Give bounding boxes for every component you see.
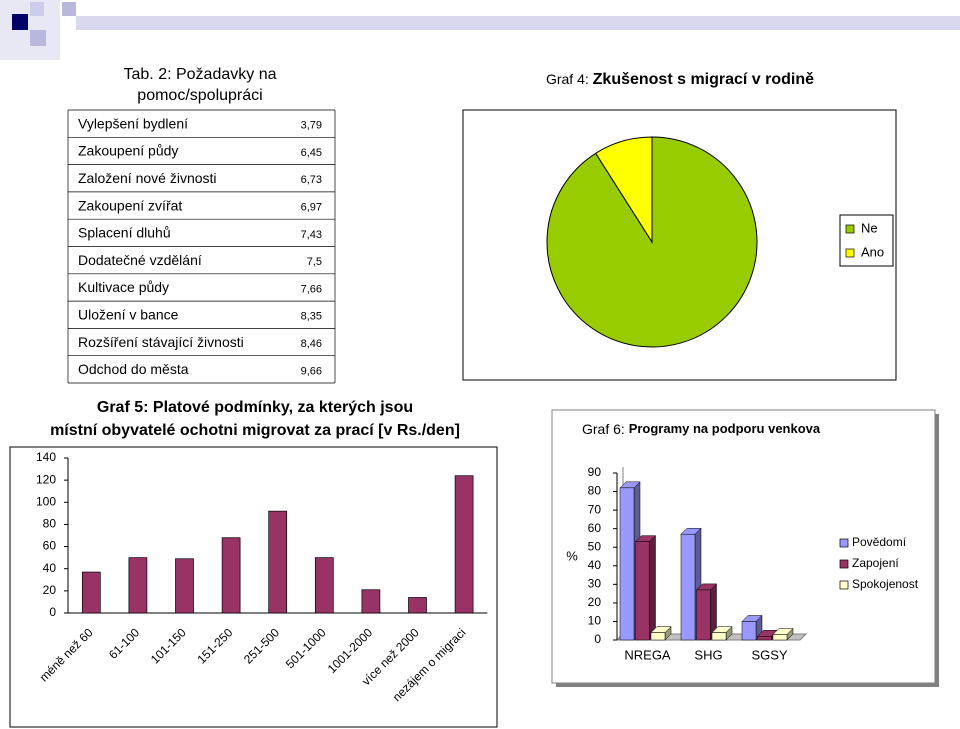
bar: [650, 632, 666, 641]
bar: [635, 541, 650, 641]
y-tick-label: 10: [588, 614, 602, 628]
bar-chart: Graf 5: Platové podmínky, za kterých jso…: [9, 399, 498, 728]
chart-title: Graf 5: Platové podmínky, za kterých jso…: [50, 399, 460, 439]
row-value: 6,73: [301, 174, 322, 186]
y-tick-label: 20: [588, 595, 602, 609]
legend-label: Spokojenost: [852, 577, 919, 591]
y-tick-label: 60: [588, 521, 602, 535]
bar: [128, 557, 148, 614]
deco-stripe: [76, 16, 960, 30]
legend-swatch: [839, 580, 849, 590]
chart-title: Graf 4: Zkušenost s migrací v rodině: [546, 71, 814, 89]
row-label: Uložení v bance: [78, 306, 179, 322]
pie-chart: Graf 4: Zkušenost s migrací v rodině Ne An…: [462, 71, 897, 381]
row-value: 6,45: [301, 147, 322, 159]
y-tick-label: 50: [588, 539, 602, 553]
pie-slice: [595, 136, 653, 244]
legend-swatch: [845, 224, 855, 234]
legend-label: Povědomí: [852, 535, 907, 549]
row-value: 8,46: [301, 338, 322, 350]
row-label: Dodatečné vzdělání: [78, 252, 202, 268]
x-tick-label: 251-500: [241, 625, 282, 666]
y-tick-label: 80: [43, 517, 57, 531]
legend-label: Ano: [861, 244, 884, 259]
y-tick-label: 90: [588, 465, 602, 479]
row-label: Rozšíření stávající živnosti: [78, 334, 244, 350]
deco-square: [30, 30, 46, 46]
row-value: 7,43: [301, 229, 322, 241]
bar: [221, 537, 241, 614]
x-tick-label: 501-1000: [283, 625, 329, 671]
x-tick-label: SHG: [694, 647, 722, 662]
deco-square: [62, 2, 76, 16]
row-label: Kultivace půdy: [78, 279, 169, 295]
y-tick-label: 80: [588, 484, 602, 498]
legend-label: Zapojení: [852, 556, 899, 570]
deco-square: [30, 2, 44, 16]
bar-side: [649, 535, 656, 641]
table: Tab. 2: Požadavky na pomoc/spolupráci Vyle…: [67, 66, 336, 384]
y-tick-label: 70: [588, 502, 602, 516]
row-value: 8,35: [301, 311, 322, 323]
y-tick-label: 0: [49, 605, 56, 619]
decoration: [0, 0, 960, 60]
bar: [361, 589, 381, 614]
table-title: Tab. 2: Požadavky na pomoc/spolupráci: [124, 66, 277, 104]
legend-label: Ne: [861, 220, 878, 235]
y-tick-label: 40: [588, 558, 602, 572]
row-value: 3,79: [301, 120, 322, 132]
y-tick-label: 100: [36, 494, 56, 508]
bar: [772, 634, 788, 641]
row-label: Splacení dluhů: [78, 225, 171, 241]
x-tick-label: 101-150: [148, 625, 189, 666]
bar: [680, 533, 696, 641]
row-label: Zakoupení půdy: [78, 143, 178, 159]
row-value: 7,5: [307, 256, 322, 268]
chart-title: Graf 6: Programy na podporu venkova: [582, 421, 821, 437]
legend-swatch: [839, 538, 849, 548]
x-tick-label: 151-250: [194, 625, 235, 666]
x-tick-label: NREGA: [624, 647, 671, 662]
y-tick-label: 20: [43, 583, 57, 597]
legend-swatch: [845, 248, 855, 258]
y-tick-label: 140: [36, 450, 56, 464]
y-tick-label: 60: [43, 539, 57, 553]
bar: [454, 475, 474, 614]
bar3d-chart: Graf 6: Programy na podporu venkova% 0 10 2…: [551, 409, 939, 687]
bar: [619, 487, 635, 641]
y-axis-label: %: [566, 548, 578, 563]
bar: [741, 621, 757, 641]
deco-square: [12, 14, 28, 30]
y-tick-label: 40: [43, 561, 57, 575]
row-label: Zakoupení zvířat: [78, 197, 182, 213]
row-label: Vylepšení bydlení: [78, 115, 188, 131]
x-tick-label: méně než 60: [37, 625, 96, 684]
bar: [696, 589, 711, 641]
row-value: 6,97: [301, 201, 322, 213]
bar: [268, 510, 288, 614]
bar: [81, 571, 101, 614]
bar: [175, 558, 194, 614]
y-tick-label: 30: [588, 577, 602, 591]
row-value: 9,66: [301, 365, 322, 377]
x-tick-label: 61-100: [106, 625, 143, 662]
plot-frame: [9, 446, 498, 728]
bar: [408, 597, 427, 614]
y-tick-label: 0: [594, 632, 601, 646]
legend-box: [839, 214, 894, 267]
y-tick-label: 120: [36, 472, 56, 486]
row-value: 7,66: [301, 283, 322, 295]
legend-swatch: [839, 559, 849, 569]
row-label: Založení nové živnosti: [78, 170, 217, 186]
row-label: Odchod do města: [78, 361, 189, 377]
bar: [711, 632, 727, 641]
bar: [757, 636, 772, 641]
x-tick-label: SGSY: [751, 647, 787, 662]
bar: [314, 557, 334, 614]
